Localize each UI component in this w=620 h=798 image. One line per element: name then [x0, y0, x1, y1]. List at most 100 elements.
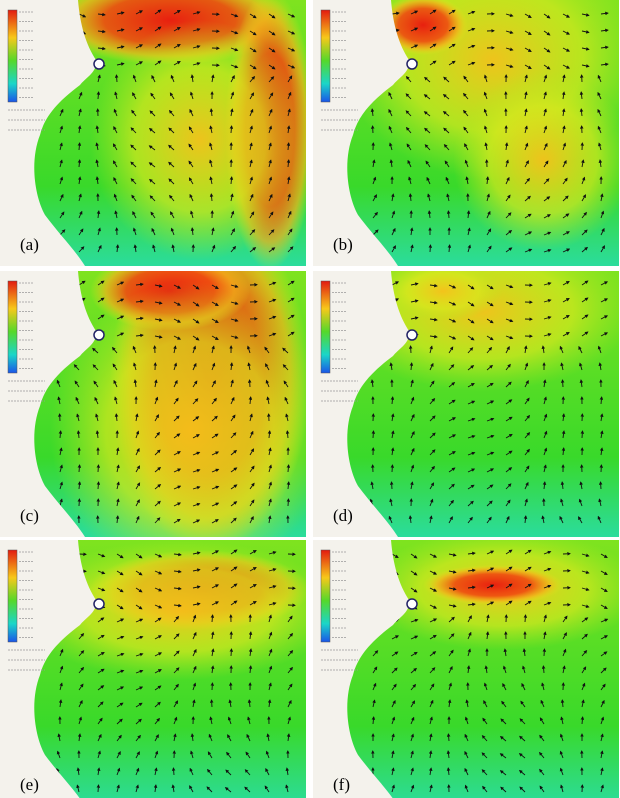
- vector-arrow: [410, 716, 415, 725]
- vector-arrow: [282, 364, 289, 371]
- panel: (f): [313, 540, 619, 798]
- vector-arrow: [467, 434, 476, 439]
- vector-arrow: [391, 210, 396, 219]
- vector-arrow: [268, 447, 272, 456]
- panel: (b): [313, 0, 619, 266]
- vector-arrow: [230, 64, 239, 69]
- vector-arrow: [448, 284, 457, 289]
- vector-arrow: [97, 717, 103, 725]
- vector-arrow: [135, 784, 139, 793]
- vector-arrow: [599, 396, 604, 405]
- vector-arrow: [560, 699, 565, 708]
- vector-arrow: [424, 76, 431, 83]
- vector-arrow: [192, 665, 197, 674]
- vector-arrow: [539, 785, 545, 793]
- vector-arrow: [600, 210, 605, 219]
- vector-arrow: [600, 298, 609, 303]
- vector-arrow: [154, 717, 160, 725]
- vector-arrow: [448, 570, 457, 574]
- vector-arrow: [467, 551, 476, 556]
- vector-arrow: [443, 144, 450, 151]
- vector-arrow: [56, 750, 61, 759]
- vector-arrow: [464, 159, 469, 168]
- vector-arrow: [581, 64, 590, 68]
- vector-arrow: [562, 632, 567, 640]
- vector-arrow: [151, 227, 156, 236]
- vector-arrow: [229, 648, 234, 657]
- vector-arrow: [95, 413, 99, 422]
- vector-arrow: [486, 500, 493, 507]
- vector-arrow: [372, 211, 378, 219]
- vector-arrow: [211, 648, 215, 657]
- vector-arrow: [505, 515, 510, 524]
- vector-arrow: [448, 587, 457, 591]
- vector-arrow: [372, 682, 377, 691]
- vector-arrow: [426, 176, 431, 185]
- vector-arrow: [168, 109, 175, 117]
- vector-arrow: [486, 346, 493, 354]
- vector-arrow: [153, 784, 158, 793]
- vector-arrow: [524, 448, 530, 456]
- vector-arrow: [522, 665, 526, 674]
- vector-arrow: [78, 13, 87, 18]
- vector-arrow: [78, 280, 86, 286]
- vector-arrow: [391, 635, 399, 640]
- vector-arrow: [410, 570, 418, 576]
- vector-arrow: [268, 298, 277, 303]
- vector-arrow: [524, 600, 532, 606]
- vector-arrow: [114, 413, 119, 422]
- vector-arrow: [189, 108, 194, 117]
- vector-arrow: [135, 604, 143, 610]
- vector-arrow: [524, 47, 532, 52]
- vector-arrow: [505, 450, 513, 456]
- vector-arrow: [581, 699, 585, 708]
- vector-arrow: [97, 74, 101, 83]
- vector-arrow: [562, 615, 568, 623]
- vector-arrow: [230, 501, 238, 507]
- vector-arrow: [410, 10, 419, 15]
- vector-arrow: [448, 318, 457, 323]
- vector-arrow: [265, 768, 270, 776]
- vector-arrow: [543, 584, 552, 589]
- vector-arrow: [505, 600, 513, 606]
- vector-arrow: [505, 212, 512, 219]
- vector-arrow: [562, 213, 570, 219]
- vector-arrow: [284, 396, 289, 405]
- vector-arrow: [132, 74, 137, 83]
- vector-arrow: [505, 229, 513, 236]
- eye: [406, 58, 418, 70]
- vector-arrow: [579, 362, 583, 371]
- vector-arrow: [173, 485, 182, 490]
- vector-arrow: [481, 735, 488, 742]
- vector-arrow: [543, 74, 548, 83]
- vector-arrow: [543, 631, 547, 640]
- vector-arrow: [410, 299, 419, 303]
- vector-arrow: [210, 665, 215, 674]
- vector-arrow: [428, 767, 433, 776]
- vector-arrow: [562, 298, 570, 303]
- vector-arrow: [600, 193, 604, 202]
- vector-arrow: [265, 379, 270, 388]
- vector-arrow: [446, 193, 450, 202]
- vector-arrow: [448, 483, 455, 490]
- vector-arrow: [285, 767, 290, 776]
- vector-arrow: [188, 177, 194, 185]
- vector-arrow: [59, 125, 64, 134]
- vector-arrow: [505, 381, 512, 388]
- vector-arrow: [410, 27, 419, 32]
- vector-arrow: [524, 13, 532, 18]
- vector-arrow: [562, 30, 571, 35]
- vector-arrow: [211, 301, 219, 306]
- vector-arrow: [391, 667, 398, 674]
- vector-arrow: [227, 716, 232, 725]
- vector-arrow: [483, 108, 488, 117]
- vector-arrow: [448, 516, 453, 524]
- vector-arrow: [543, 614, 547, 623]
- vector-arrow: [600, 45, 609, 50]
- vector-arrow: [154, 284, 163, 288]
- vector-arrow: [467, 347, 474, 354]
- vector-arrow: [597, 108, 602, 117]
- vector-arrow: [76, 430, 81, 439]
- vector-arrow: [562, 142, 567, 151]
- vector-arrow: [600, 28, 609, 33]
